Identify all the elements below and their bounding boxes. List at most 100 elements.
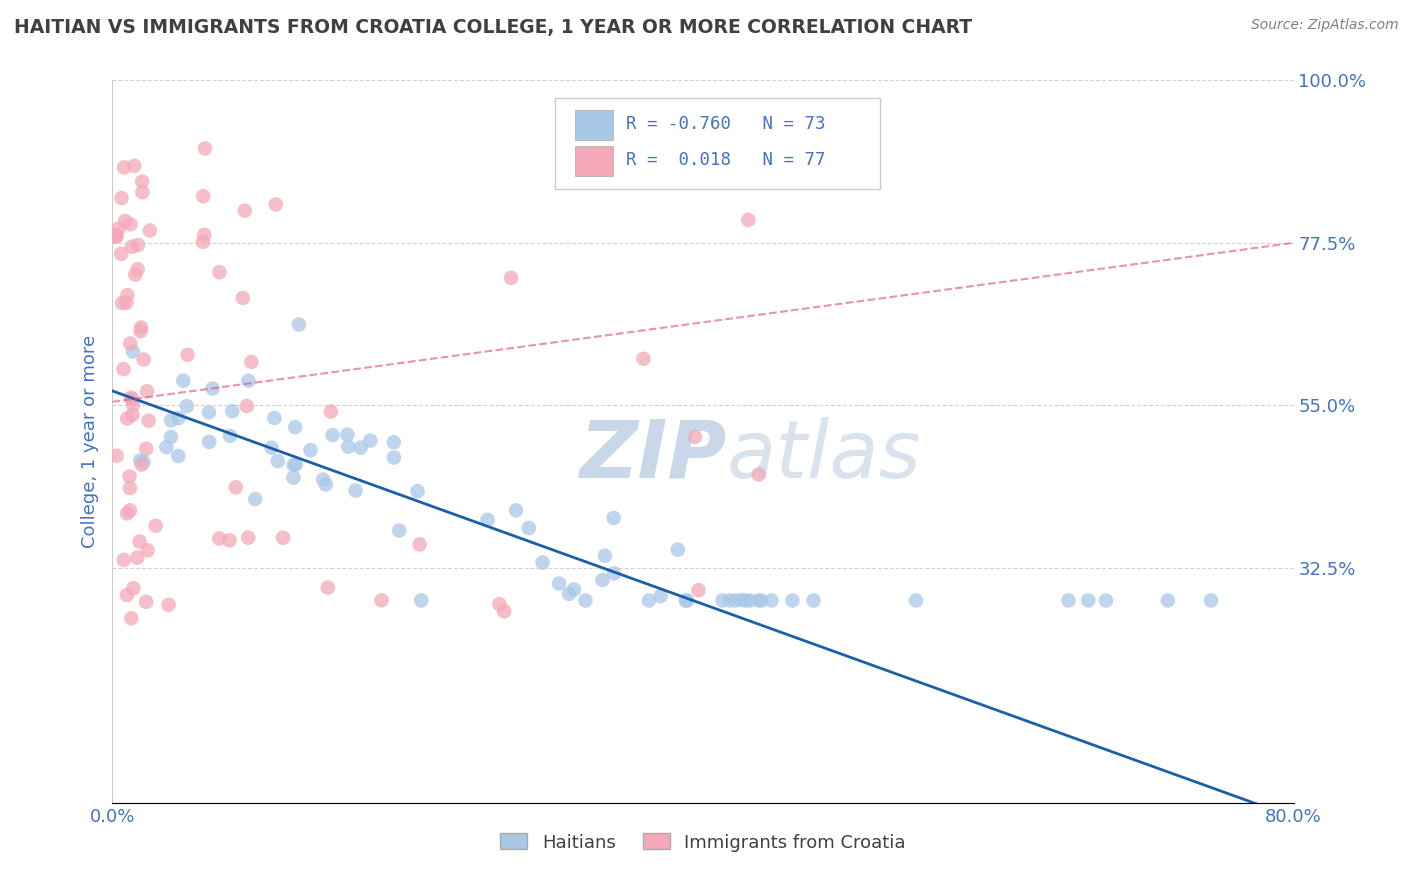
Point: [115, 507, 138, 521]
Point: [120, 217, 142, 231]
FancyBboxPatch shape: [575, 110, 613, 140]
Point: [198, 434, 221, 449]
Point: [121, 240, 143, 254]
Point: [105, 229, 128, 244]
Point: [105, 449, 128, 463]
Point: [260, 441, 283, 455]
Point: [638, 593, 661, 607]
Point: [263, 411, 285, 425]
Point: [167, 411, 190, 425]
Point: [131, 185, 153, 199]
Point: [132, 455, 155, 469]
Point: [136, 384, 159, 399]
Point: [131, 458, 153, 472]
Point: [315, 477, 337, 491]
Point: [370, 593, 392, 607]
Point: [505, 503, 527, 517]
Point: [406, 484, 429, 499]
Point: [176, 399, 198, 413]
Point: [127, 238, 149, 252]
Point: [208, 532, 231, 546]
Point: [112, 161, 135, 175]
Legend: Haitians, Immigrants from Croatia: Haitians, Immigrants from Croatia: [494, 826, 912, 859]
Point: [748, 593, 770, 607]
Point: [1077, 593, 1099, 607]
Point: [193, 189, 215, 203]
Point: [782, 593, 804, 607]
Point: [122, 159, 145, 173]
Point: [574, 593, 596, 607]
Text: R =  0.018   N = 77: R = 0.018 N = 77: [626, 152, 825, 169]
Point: [120, 391, 142, 405]
Point: [121, 392, 143, 406]
Text: ZIP: ZIP: [579, 417, 727, 495]
Point: [132, 352, 155, 367]
Point: [688, 583, 710, 598]
Point: [160, 413, 183, 427]
Point: [683, 430, 706, 444]
Point: [219, 429, 242, 443]
Point: [122, 344, 145, 359]
Point: [558, 587, 581, 601]
Point: [676, 593, 699, 607]
Point: [299, 443, 322, 458]
Point: [749, 593, 772, 607]
Point: [517, 521, 540, 535]
Point: [118, 481, 141, 495]
Point: [118, 503, 141, 517]
Point: [198, 405, 221, 419]
FancyBboxPatch shape: [575, 146, 613, 177]
Point: [1157, 593, 1180, 607]
Point: [288, 318, 311, 332]
Point: [803, 593, 825, 607]
Point: [603, 566, 626, 581]
Point: [740, 593, 762, 607]
Point: [145, 518, 167, 533]
Point: [283, 458, 305, 472]
Point: [110, 191, 132, 205]
Point: [271, 531, 294, 545]
Point: [1095, 593, 1118, 607]
Point: [167, 449, 190, 463]
Point: [316, 581, 339, 595]
Point: [135, 442, 157, 456]
Point: [129, 453, 152, 467]
Point: [135, 595, 157, 609]
Point: [531, 556, 554, 570]
Y-axis label: College, 1 year or more: College, 1 year or more: [80, 335, 98, 548]
Point: [172, 374, 194, 388]
Point: [264, 197, 287, 211]
Point: [176, 348, 198, 362]
Point: [112, 362, 135, 376]
Point: [283, 471, 305, 485]
Point: [718, 593, 741, 607]
Point: [136, 543, 159, 558]
Point: [117, 288, 139, 302]
Point: [160, 430, 183, 444]
Point: [593, 549, 616, 563]
Point: [267, 454, 290, 468]
Point: [129, 324, 152, 338]
Point: [761, 593, 783, 607]
Point: [122, 582, 145, 596]
Point: [107, 221, 129, 235]
Text: Source: ZipAtlas.com: Source: ZipAtlas.com: [1251, 18, 1399, 32]
Point: [322, 428, 344, 442]
Point: [112, 553, 135, 567]
Point: [666, 542, 689, 557]
Point: [208, 265, 231, 279]
Point: [382, 435, 405, 450]
Point: [218, 533, 240, 548]
Point: [737, 213, 759, 227]
Point: [115, 411, 138, 425]
Point: [350, 441, 373, 455]
Point: [193, 227, 215, 242]
Point: [650, 589, 672, 603]
Point: [284, 420, 307, 434]
Point: [602, 511, 624, 525]
Point: [359, 434, 381, 448]
Point: [562, 582, 585, 597]
Text: R = -0.760   N = 73: R = -0.760 N = 73: [626, 115, 825, 133]
Point: [312, 473, 335, 487]
Point: [238, 374, 260, 388]
